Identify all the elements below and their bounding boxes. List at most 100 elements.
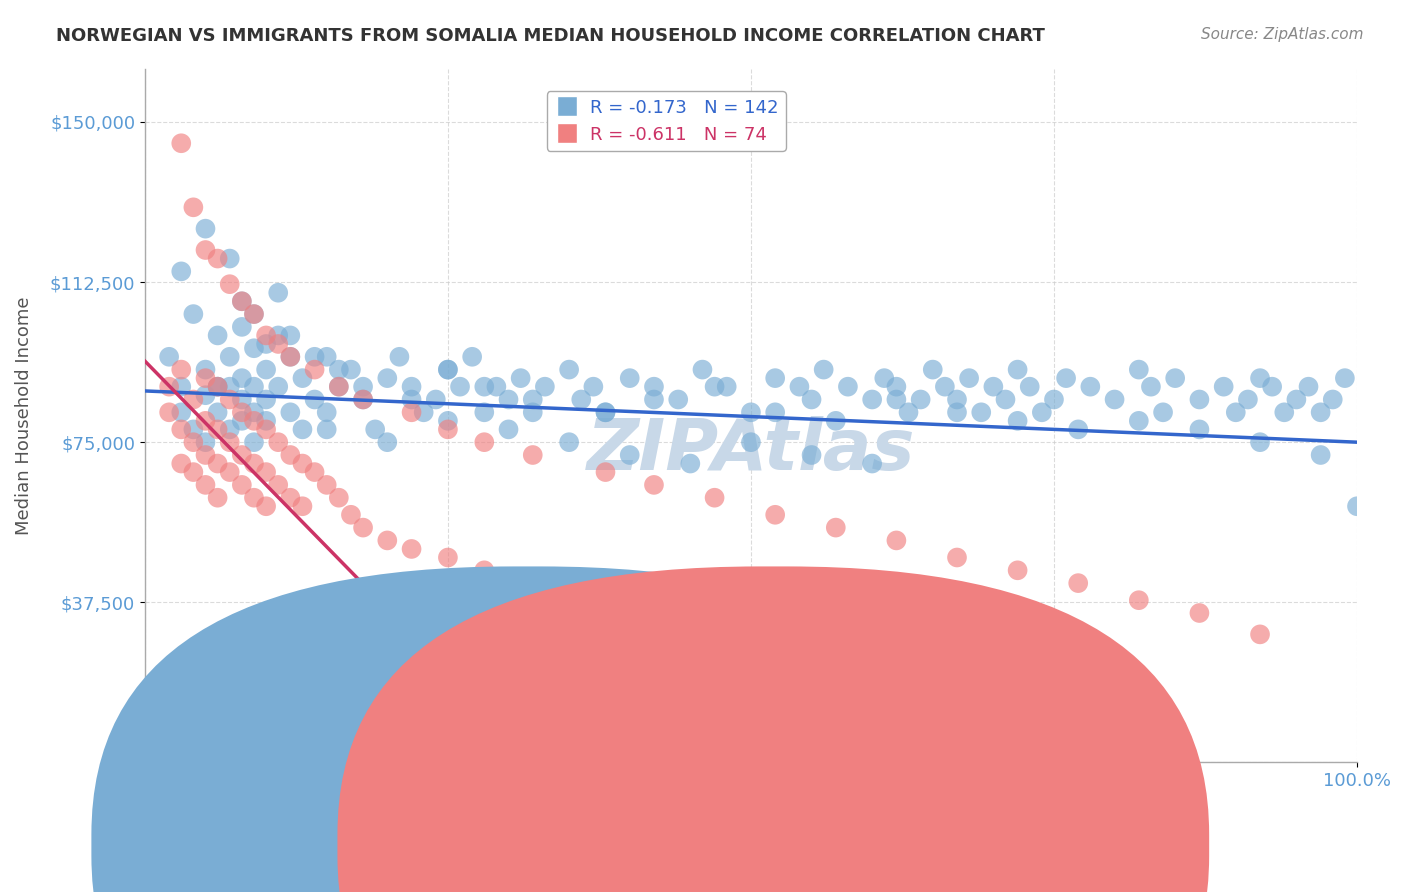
Point	[558, 362, 581, 376]
Point	[218, 465, 240, 479]
Point	[1140, 379, 1163, 393]
Point	[315, 405, 337, 419]
Point	[304, 350, 326, 364]
Point	[254, 337, 277, 351]
Point	[170, 457, 193, 471]
Point	[315, 350, 337, 364]
Point	[897, 405, 920, 419]
Point	[218, 435, 240, 450]
Point	[254, 328, 277, 343]
Point	[280, 350, 302, 364]
Text: NORWEGIAN VS IMMIGRANTS FROM SOMALIA MEDIAN HOUSEHOLD INCOME CORRELATION CHART: NORWEGIAN VS IMMIGRANTS FROM SOMALIA MED…	[56, 27, 1045, 45]
Point	[1249, 371, 1271, 385]
Point	[243, 405, 266, 419]
Point	[509, 371, 531, 385]
Point	[703, 379, 725, 393]
Point	[267, 435, 290, 450]
Point	[860, 457, 883, 471]
Point	[1261, 379, 1284, 393]
Point	[231, 405, 253, 419]
Point	[243, 457, 266, 471]
Point	[280, 405, 302, 419]
Point	[1212, 379, 1234, 393]
Point	[207, 379, 229, 393]
Text: Source: ZipAtlas.com: Source: ZipAtlas.com	[1201, 27, 1364, 42]
Point	[328, 491, 350, 505]
Point	[522, 448, 544, 462]
Point	[1285, 392, 1308, 407]
Point	[280, 448, 302, 462]
Point	[1298, 379, 1320, 393]
Text: ZIPAtlas: ZIPAtlas	[586, 416, 915, 484]
Point	[231, 478, 253, 492]
Legend: R = -0.173   N = 142, R = -0.611   N = 74: R = -0.173 N = 142, R = -0.611 N = 74	[547, 91, 786, 151]
Point	[207, 405, 229, 419]
Point	[170, 405, 193, 419]
Point	[1067, 422, 1090, 436]
Point	[194, 221, 217, 235]
Point	[558, 435, 581, 450]
Point	[183, 307, 205, 321]
Point	[207, 457, 229, 471]
Point	[946, 405, 969, 419]
Point	[243, 435, 266, 450]
Point	[352, 392, 374, 407]
Point	[595, 405, 617, 419]
Point	[716, 379, 738, 393]
Point	[375, 371, 398, 385]
Point	[824, 520, 846, 534]
Point	[1078, 379, 1101, 393]
Point	[679, 457, 702, 471]
Point	[437, 550, 460, 565]
Point	[207, 379, 229, 393]
Point	[498, 392, 520, 407]
Point	[1067, 576, 1090, 591]
Point	[860, 392, 883, 407]
Point	[595, 405, 617, 419]
Point	[1309, 448, 1331, 462]
Point	[1054, 371, 1077, 385]
Point	[315, 422, 337, 436]
Point	[837, 379, 859, 393]
Point	[498, 576, 520, 591]
Point	[218, 379, 240, 393]
Point	[207, 422, 229, 436]
Text: Norwegians: Norwegians	[553, 797, 658, 815]
Point	[401, 541, 423, 556]
Point	[886, 533, 908, 548]
Point	[789, 379, 811, 393]
Point	[243, 341, 266, 355]
Point	[582, 379, 605, 393]
Point	[1018, 379, 1040, 393]
Point	[569, 392, 592, 407]
Point	[983, 379, 1005, 393]
Point	[254, 362, 277, 376]
Point	[666, 392, 689, 407]
Point	[643, 379, 665, 393]
Point	[1164, 371, 1187, 385]
Point	[352, 520, 374, 534]
Point	[375, 435, 398, 450]
Point	[461, 350, 484, 364]
Point	[1346, 500, 1368, 514]
Point	[970, 405, 993, 419]
Point	[207, 328, 229, 343]
Point	[194, 414, 217, 428]
Point	[267, 285, 290, 300]
Point	[472, 435, 495, 450]
Text: Norwegians: Norwegians	[548, 837, 655, 855]
Point	[231, 371, 253, 385]
Point	[340, 362, 363, 376]
Point	[304, 392, 326, 407]
Point	[401, 392, 423, 407]
Point	[934, 379, 956, 393]
Point	[437, 362, 460, 376]
Point	[703, 491, 725, 505]
Point	[449, 379, 471, 393]
Point	[183, 465, 205, 479]
Point	[364, 422, 387, 436]
Point	[157, 379, 180, 393]
Point	[957, 371, 980, 385]
Point	[218, 277, 240, 292]
Point	[824, 414, 846, 428]
